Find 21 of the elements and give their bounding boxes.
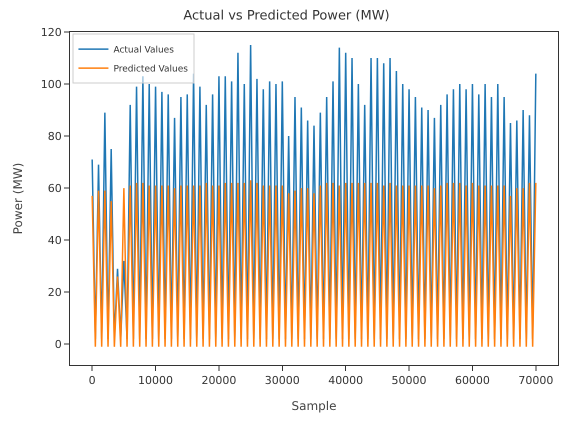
y-tick-label: 0 xyxy=(54,338,62,352)
y-axis-title: Power (MW) xyxy=(11,162,26,234)
line-series xyxy=(91,180,537,348)
x-axis-title: Sample xyxy=(292,399,336,414)
x-tick-label: 40000 xyxy=(328,374,364,388)
y-tick-label: 20 xyxy=(48,286,62,300)
y-tick-label: 40 xyxy=(48,234,62,247)
x-tick-label: 50000 xyxy=(392,374,427,388)
x-tick-label: 30000 xyxy=(264,374,300,388)
chart-title: Actual vs Predicted Power (MW) xyxy=(183,8,390,24)
x-tick-label: 20000 xyxy=(201,374,236,388)
y-tick-label: 80 xyxy=(48,130,62,143)
legend-label: Predicted Values xyxy=(113,64,188,75)
x-tick-label: 0 xyxy=(88,374,96,388)
y-tick-label: 60 xyxy=(48,182,62,195)
x-tick-label: 60000 xyxy=(454,374,490,388)
y-tick-label: 120 xyxy=(40,26,62,39)
legend-label: Actual Values xyxy=(113,46,174,56)
x-tick-label: 10000 xyxy=(138,374,174,388)
y-tick-label: 100 xyxy=(40,78,62,91)
x-tick-label: 70000 xyxy=(518,374,554,388)
